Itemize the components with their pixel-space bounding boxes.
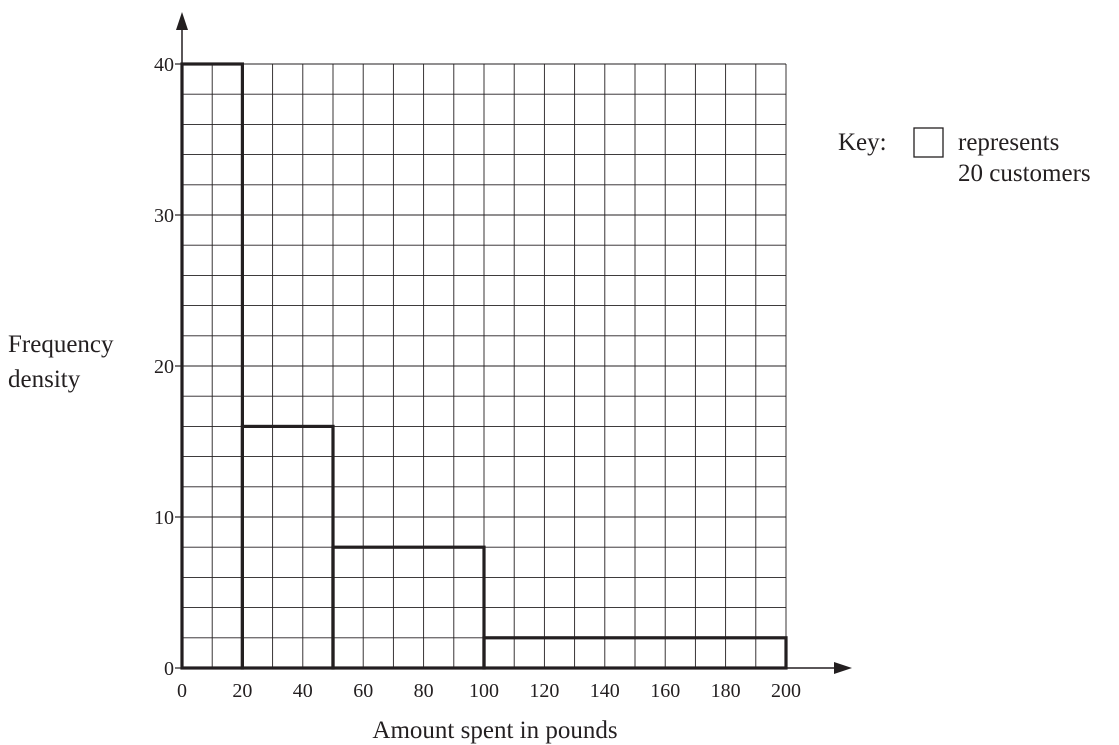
y-axis-title-line1: Frequency (8, 331, 114, 358)
y-tick-label: 30 (154, 205, 174, 227)
x-tick-label: 20 (232, 680, 252, 702)
x-tick-label: 140 (590, 680, 620, 702)
x-tick-label: 40 (293, 680, 313, 702)
x-tick-label: 80 (414, 680, 434, 702)
tick-labels: 0 20 40 60 80 100 120 140 160 180 200 0 10 20 30 40 (154, 54, 801, 702)
y-tick-label: 10 (154, 507, 174, 529)
key-square (913, 127, 944, 158)
y-tick-label: 20 (154, 356, 174, 378)
x-tick-label: 180 (711, 680, 741, 702)
y-tick-label: 0 (164, 658, 174, 680)
x-axis-title: Amount spent in pounds (372, 717, 617, 744)
y-tick-label: 40 (154, 54, 174, 76)
axes (175, 12, 852, 674)
key: Key: represents 20 customers (838, 127, 1091, 187)
key-label: Key: (838, 129, 887, 156)
y-axis-title-line2: density (8, 366, 81, 393)
x-tick-label: 60 (353, 680, 373, 702)
x-tick-label: 0 (177, 680, 187, 702)
x-axis-arrow (834, 662, 852, 674)
y-axis-arrow (176, 12, 188, 30)
x-tick-label: 120 (529, 680, 559, 702)
x-tick-label: 160 (650, 680, 680, 702)
x-tick-label: 100 (469, 680, 499, 702)
key-line2: 20 customers (958, 160, 1091, 187)
key-line1: represents (958, 129, 1059, 156)
x-tick-label: 200 (771, 680, 801, 702)
